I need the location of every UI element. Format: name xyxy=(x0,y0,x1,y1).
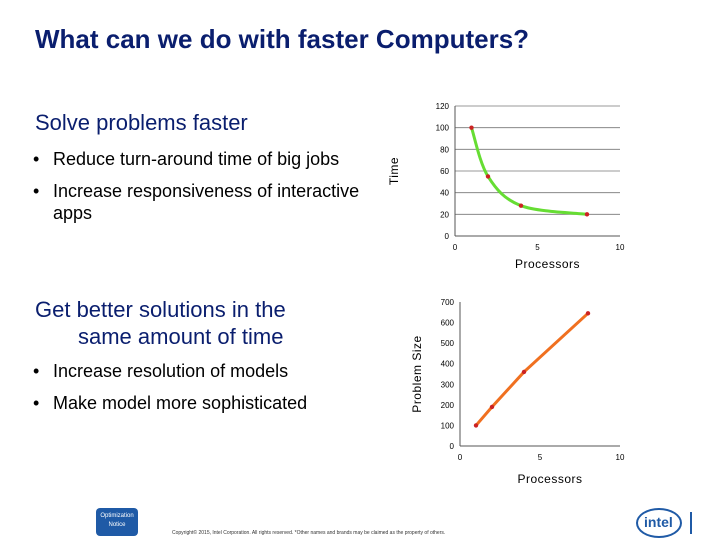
section2-heading: Get better solutions in the same amount … xyxy=(35,296,286,350)
chart1-x-tick-label: 5 xyxy=(535,243,540,252)
chart2-series-line xyxy=(474,311,590,427)
chart2-data-point xyxy=(489,404,495,410)
chart2-x-axis-label: Processors xyxy=(517,472,582,486)
chart2-y-tick-label: 700 xyxy=(441,298,455,307)
section2-heading-line1: Get better solutions in the xyxy=(35,297,286,322)
chart1-data-point xyxy=(485,174,491,179)
chart2-data-point xyxy=(473,423,479,428)
intel-logo-ring xyxy=(636,508,682,538)
chart2-x-tick-label: 5 xyxy=(538,453,543,462)
chart1-y-tick-label: 0 xyxy=(445,232,450,241)
chart1-y-tick-label: 40 xyxy=(440,189,449,198)
chart2-y-tick-label: 0 xyxy=(450,442,455,451)
section2-bullet: Make model more sophisticated xyxy=(33,392,373,414)
chart1-series-line xyxy=(470,126,589,216)
chart2-data-point xyxy=(585,311,591,316)
section1-bullet: Reduce turn-around time of big jobs xyxy=(33,148,363,170)
chart1-y-tick-label: 120 xyxy=(436,102,450,111)
chart2-y-tick-label: 300 xyxy=(441,380,455,389)
chart1-y-tick-label: 20 xyxy=(440,210,449,219)
chart1-y-tick-label: 80 xyxy=(440,145,449,154)
chart2-x-tick-label: 10 xyxy=(616,453,625,462)
chart1-data-point xyxy=(469,125,474,130)
section1-bullet: Increase responsiveness of interactive a… xyxy=(33,180,363,224)
intel-logo: intel xyxy=(636,508,682,538)
chart2-y-tick-label: 200 xyxy=(441,401,455,410)
chart1-x-tick-label: 0 xyxy=(453,243,458,252)
chart1-x-tick-label: 10 xyxy=(616,243,625,252)
optimization-notice-badge[interactable]: Optimization Notice xyxy=(96,508,138,536)
section2-bullets: Increase resolution of models Make model… xyxy=(33,360,373,424)
chart1-data-point xyxy=(584,212,590,217)
chart1-y-axis-label: Time xyxy=(387,157,401,185)
section1-bullets: Reduce turn-around time of big jobs Incr… xyxy=(33,148,363,234)
chart2-data-point xyxy=(521,369,527,375)
intel-logo-word: intel xyxy=(644,514,673,530)
chart1-data-point xyxy=(518,203,524,208)
copyright-footer: Copyright© 2015, Intel Corporation. All … xyxy=(172,530,446,536)
chart2-x-tick-label: 0 xyxy=(458,453,463,462)
section2-heading-line2: same amount of time xyxy=(78,324,284,349)
chart1-y-tick-label: 60 xyxy=(440,167,449,176)
section1-heading: Solve problems faster xyxy=(35,110,248,135)
chart2-y-tick-label: 600 xyxy=(441,319,455,328)
slide-title: What can we do with faster Computers? xyxy=(35,24,530,54)
chart2-y-tick-label: 100 xyxy=(441,421,455,430)
chart2-y-axis-label: Problem Size xyxy=(410,335,424,412)
footer-divider xyxy=(690,512,692,534)
chart2-y-tick-label: 500 xyxy=(441,339,455,348)
chart1-x-axis-label: Processors xyxy=(515,257,580,271)
chart2-y-tick-label: 400 xyxy=(441,360,455,369)
chart1-y-tick-label: 100 xyxy=(436,124,450,133)
section2-bullet: Increase resolution of models xyxy=(33,360,373,382)
